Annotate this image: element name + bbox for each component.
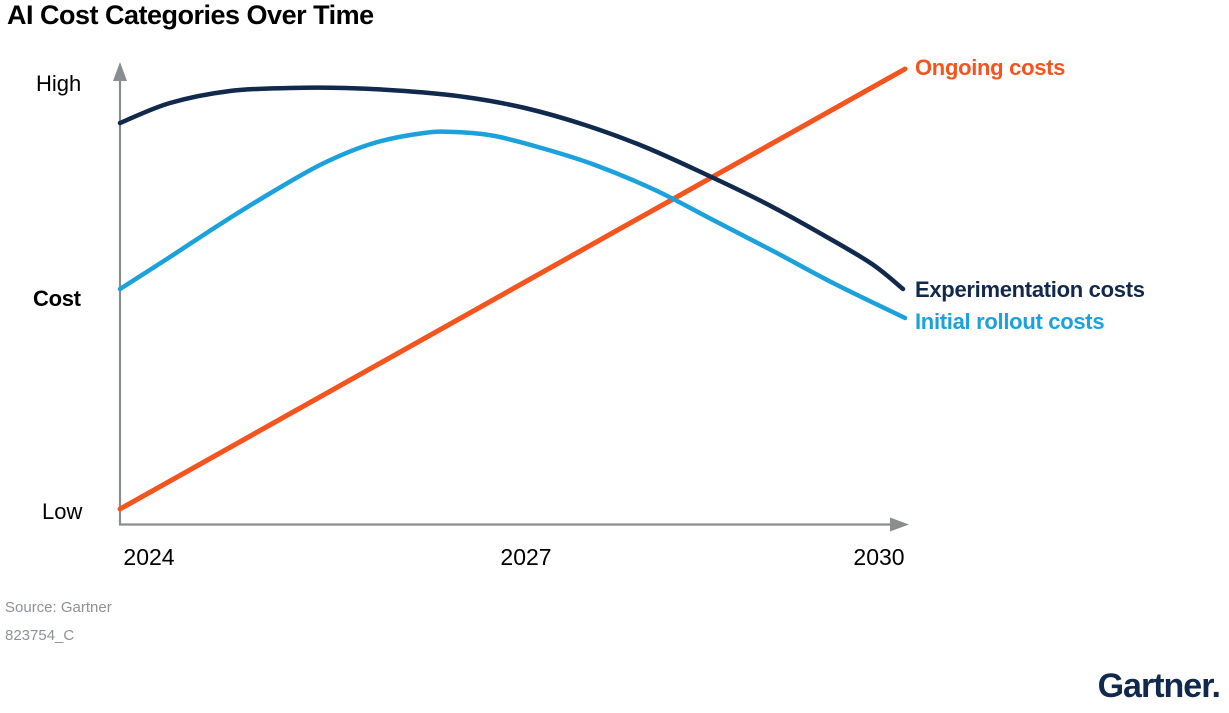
x-tick-2030: 2030 bbox=[853, 544, 905, 570]
legend-ongoing-costs: Ongoing costs bbox=[915, 55, 1066, 80]
source-note: Source: Gartner 823754_C bbox=[5, 594, 112, 650]
x-axis-arrow-icon bbox=[890, 517, 909, 532]
y-axis-low-label: Low bbox=[42, 499, 83, 524]
footnote-id: 823754_C bbox=[5, 627, 75, 644]
x-tick-2024: 2024 bbox=[123, 544, 175, 570]
y-axis-arrow-icon bbox=[113, 62, 127, 81]
legend-experimentation-costs: Experimentation costs bbox=[915, 277, 1145, 302]
series-curve-ongoing-costs bbox=[117, 66, 908, 512]
page-title: AI Cost Categories Over Time bbox=[7, 0, 374, 30]
source-line: Source: Gartner bbox=[5, 599, 112, 616]
series-curve-experimentation-costs bbox=[117, 85, 906, 292]
legend-initial-rollout-costs: Initial rollout costs bbox=[915, 309, 1105, 334]
y-axis-high-label: High bbox=[36, 71, 82, 96]
y-axis-title: Cost bbox=[33, 286, 81, 311]
x-tick-2027: 2027 bbox=[500, 544, 552, 570]
gartner-logo: Gartner. bbox=[1097, 667, 1221, 705]
series-curve-initial-rollout-costs bbox=[117, 129, 908, 321]
series-curves bbox=[117, 66, 908, 512]
